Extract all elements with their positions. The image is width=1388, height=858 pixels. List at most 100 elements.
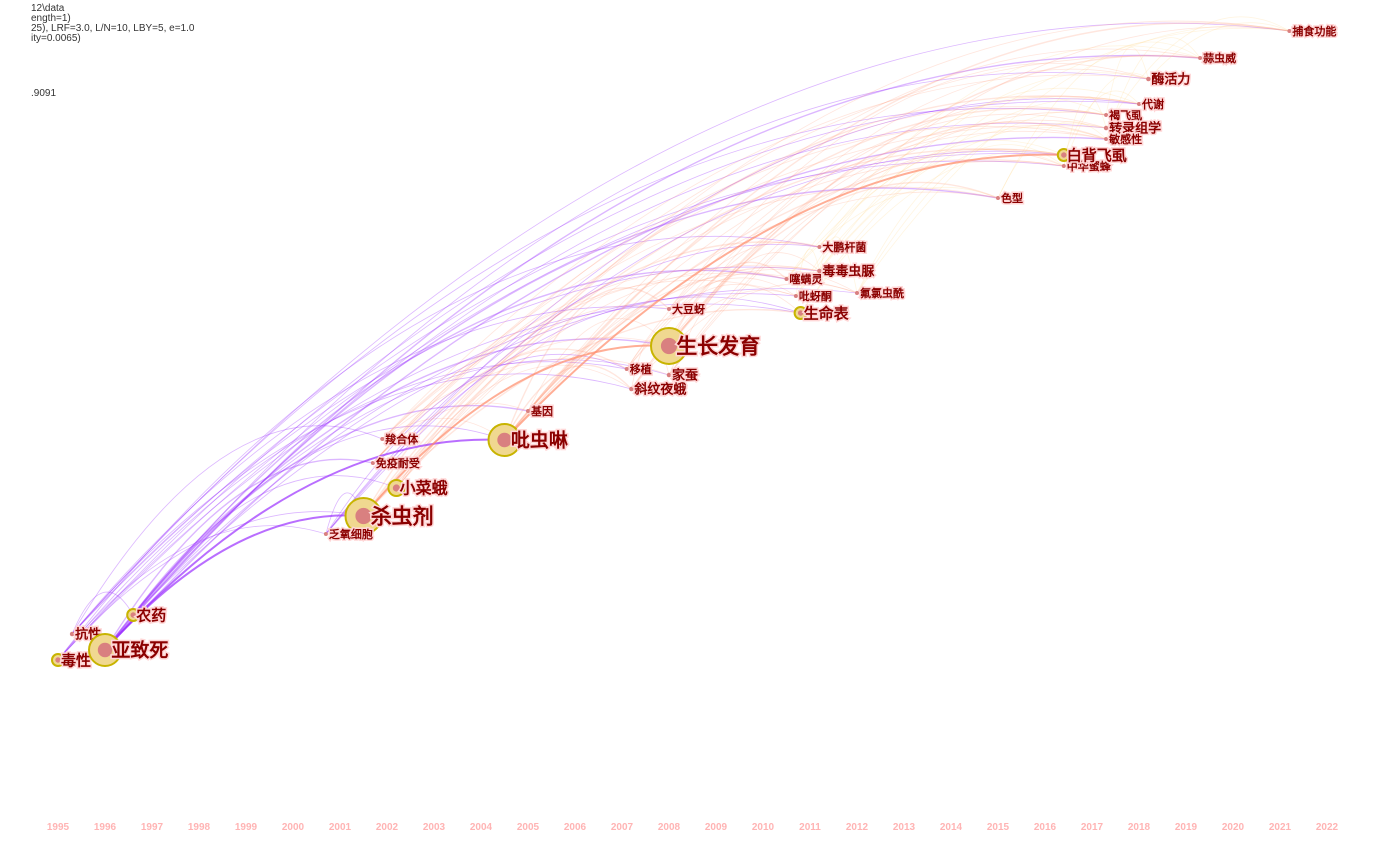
co-occurrence-link <box>396 364 632 489</box>
keyword-label: 大鹏杆菌 <box>822 240 866 254</box>
year-label: 2006 <box>564 822 587 833</box>
co-occurrence-link <box>1063 96 1107 167</box>
co-occurrence-link <box>372 55 1201 464</box>
co-occurrence-link <box>382 125 1107 440</box>
keyword-node[interactable] <box>1146 76 1151 82</box>
keyword-node[interactable] <box>996 196 1000 200</box>
keyword-label: 转录组学 <box>1109 121 1161 137</box>
keyword-node[interactable] <box>666 372 672 378</box>
year-label: 2019 <box>1175 822 1198 833</box>
co-occurrence-link <box>1063 90 1140 156</box>
keyword-node[interactable] <box>130 612 136 618</box>
keyword-label: 免疫耐受 <box>376 456 420 470</box>
keyword-node[interactable] <box>797 310 804 316</box>
co-occurrence-link <box>1063 72 1149 167</box>
year-label: 2022 <box>1316 822 1339 833</box>
keyword-label: 斜纹夜蛾 <box>633 382 686 398</box>
co-occurrence-link <box>396 158 1064 489</box>
keyword-node[interactable] <box>855 291 859 295</box>
co-occurrence-link <box>626 283 801 370</box>
keyword-node[interactable] <box>1103 125 1109 131</box>
co-occurrence-link <box>795 96 1107 297</box>
keyword-node[interactable] <box>784 277 789 281</box>
keyword-node[interactable] <box>1061 152 1067 158</box>
co-occurrence-link <box>668 113 1107 310</box>
co-occurrence-link <box>71 306 670 635</box>
co-occurrence-link <box>132 122 1107 616</box>
keyword-node[interactable] <box>1198 56 1203 60</box>
co-occurrence-link <box>668 252 820 376</box>
co-occurrence-link <box>71 591 134 635</box>
co-occurrence-link <box>362 344 670 517</box>
keyword-node[interactable] <box>380 437 385 441</box>
co-occurrence-link <box>856 25 1290 294</box>
keyword-node[interactable] <box>55 657 61 663</box>
co-occurrence-link <box>362 308 801 517</box>
year-axis: 1995 1996 1997 1998 1999 2000 2001 2002 2003 2004… <box>47 822 1339 833</box>
keyword-node[interactable] <box>667 307 671 311</box>
co-occurrence-link <box>57 525 327 661</box>
co-occurrence-link <box>362 148 1064 517</box>
keyword-node[interactable] <box>624 367 629 371</box>
keyword-node[interactable] <box>817 245 822 249</box>
co-occurrence-link <box>856 110 1107 294</box>
co-occurrence-link <box>396 304 670 489</box>
co-occurrence-link <box>668 148 1064 376</box>
co-occurrence-link <box>503 364 632 441</box>
year-label: 2016 <box>1034 822 1057 833</box>
co-occurrence-link <box>668 54 1201 347</box>
keyword-node[interactable] <box>526 409 530 413</box>
co-occurrence-link <box>631 68 1149 390</box>
co-occurrence-link <box>1148 22 1290 80</box>
year-label: 2011 <box>799 822 821 833</box>
keyword-node[interactable] <box>497 432 512 448</box>
co-occurrence-link <box>104 269 787 651</box>
co-occurrence-link <box>819 123 1107 272</box>
keyword-label: 代谢 <box>1141 97 1164 111</box>
parameter-line-1: 12\data <box>31 3 65 14</box>
year-label: 2021 <box>1269 822 1292 833</box>
co-occurrence-link <box>382 272 858 440</box>
co-occurrence-link <box>325 150 1064 535</box>
co-occurrence-link <box>668 181 999 347</box>
modularity-value: .9091 <box>31 88 57 99</box>
keyword-node[interactable] <box>1287 29 1292 33</box>
keyword-label: 吡蚜酮 <box>799 289 832 303</box>
keyword-label: 色型 <box>1001 191 1023 205</box>
keyword-node[interactable] <box>1104 113 1109 117</box>
keyword-node[interactable] <box>817 268 822 274</box>
co-occurrence-link <box>668 269 858 310</box>
keyword-label: 乏氧细胞 <box>329 527 373 541</box>
keyword-node[interactable] <box>1104 137 1109 141</box>
keyword-node[interactable] <box>392 484 400 492</box>
keyword-node[interactable] <box>1061 164 1066 168</box>
keyword-node[interactable] <box>69 631 75 637</box>
keyword-label: 大豆蚜 <box>672 302 705 316</box>
co-occurrence-link <box>104 187 999 651</box>
co-occurrence-link <box>104 404 529 651</box>
keyword-node[interactable] <box>1137 102 1141 106</box>
co-occurrence-link <box>503 287 670 441</box>
co-occurrence-link <box>71 373 632 635</box>
year-label: 1997 <box>141 822 164 833</box>
co-occurrence-link <box>382 279 797 440</box>
keyword-label: 家蚕 <box>672 368 699 384</box>
keyword-node[interactable] <box>355 507 372 525</box>
year-label: 2005 <box>517 822 540 833</box>
co-occurrence-link <box>626 95 1140 370</box>
keyword-node[interactable] <box>323 532 328 536</box>
keyword-node[interactable] <box>793 294 798 298</box>
co-occurrence-link <box>795 149 1064 297</box>
keyword-label: 基因 <box>530 404 553 418</box>
keyword-node[interactable] <box>660 337 678 355</box>
keyword-node[interactable] <box>370 461 375 465</box>
co-occurrence-link <box>104 136 1107 651</box>
keyword-node[interactable] <box>629 386 634 392</box>
co-occurrence-link <box>631 119 1107 390</box>
co-occurrence-link <box>503 153 1064 441</box>
year-label: 2007 <box>611 822 634 833</box>
keyword-node[interactable] <box>97 642 113 658</box>
keyword-label: 小菜蛾 <box>400 479 448 498</box>
co-occurrence-link <box>800 150 1064 314</box>
co-occurrence-link <box>132 293 796 616</box>
